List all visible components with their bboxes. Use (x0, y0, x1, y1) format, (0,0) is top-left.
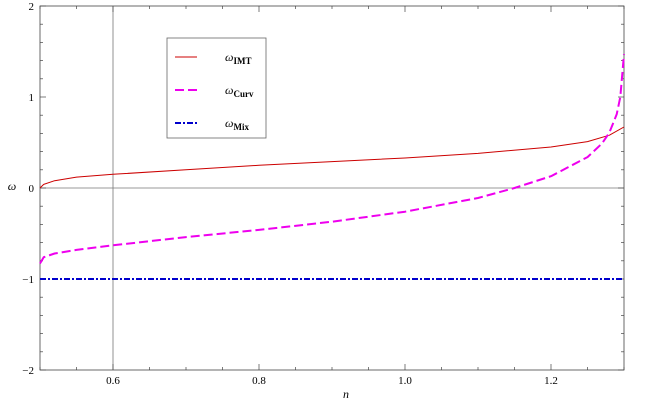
reference-lines (40, 6, 624, 370)
legend-subscript: Curv (233, 89, 253, 99)
x-tick-label: 0.6 (106, 375, 120, 387)
legend-label-curv: ωCurv (225, 83, 254, 99)
ticks: 0.6 0.8 1.0 1.2 −2 −1 0 1 2 (22, 1, 625, 387)
y-tick-label: −2 (22, 365, 34, 377)
x-tick-label: 1.2 (544, 375, 558, 387)
y-axis-label: ω (8, 179, 16, 193)
series-line-imt (39, 126, 625, 189)
legend-symbol: ω (225, 83, 233, 97)
legend-symbol: ω (225, 50, 233, 64)
y-tick-label: 2 (29, 1, 35, 13)
x-tick-label: 0.8 (252, 375, 266, 387)
x-axis-label: n (343, 387, 349, 401)
legend-symbol: ω (225, 116, 233, 130)
legend-subscript: IMT (233, 56, 251, 66)
y-tick-label: −1 (22, 274, 34, 286)
x-tick-label: 1.0 (398, 375, 412, 387)
y-tick-label: 1 (29, 92, 35, 104)
legend-subscript: Mix (233, 122, 249, 132)
series-line-curv (39, 54, 625, 265)
y-tick-label: 0 (29, 183, 35, 195)
legend-label-mix: ωMix (225, 116, 249, 132)
legend-box (166, 37, 267, 139)
series-group (39, 54, 625, 280)
legend-label-imt: ωIMT (225, 50, 251, 66)
